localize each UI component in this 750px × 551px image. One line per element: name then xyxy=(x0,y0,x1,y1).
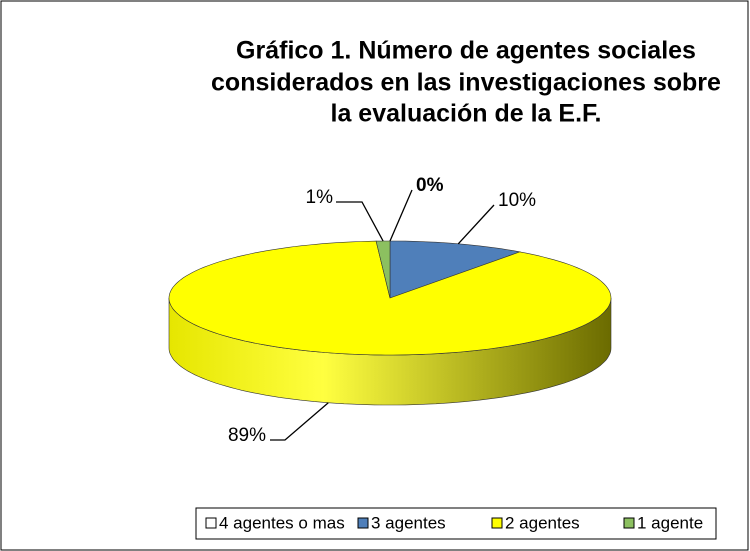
data-label: 1% xyxy=(306,187,334,208)
data-label: 10% xyxy=(498,190,536,211)
legend-label: 2 agentes xyxy=(505,513,580,532)
leader-line xyxy=(270,402,329,441)
legend-swatch xyxy=(491,517,503,529)
legend-swatch xyxy=(623,517,635,529)
legend-label: 4 agentes o mas xyxy=(219,513,345,532)
leader-line xyxy=(457,204,495,245)
chart-title: Gráfico 1. Número de agentes sociales xyxy=(236,37,696,65)
legend-swatch xyxy=(357,517,369,529)
data-label: 89% xyxy=(228,425,266,446)
legend-label: 3 agentes xyxy=(371,513,446,532)
legend-swatch xyxy=(205,517,217,529)
leader-line xyxy=(389,189,413,242)
chart-title: la evaluación de la E.F. xyxy=(331,100,602,128)
data-label: 0% xyxy=(416,175,444,196)
chart-title: considerados en las investigaciones sobr… xyxy=(211,69,721,97)
leader-line xyxy=(336,201,384,242)
legend-label: 1 agente xyxy=(637,513,703,532)
slice xyxy=(168,240,612,356)
